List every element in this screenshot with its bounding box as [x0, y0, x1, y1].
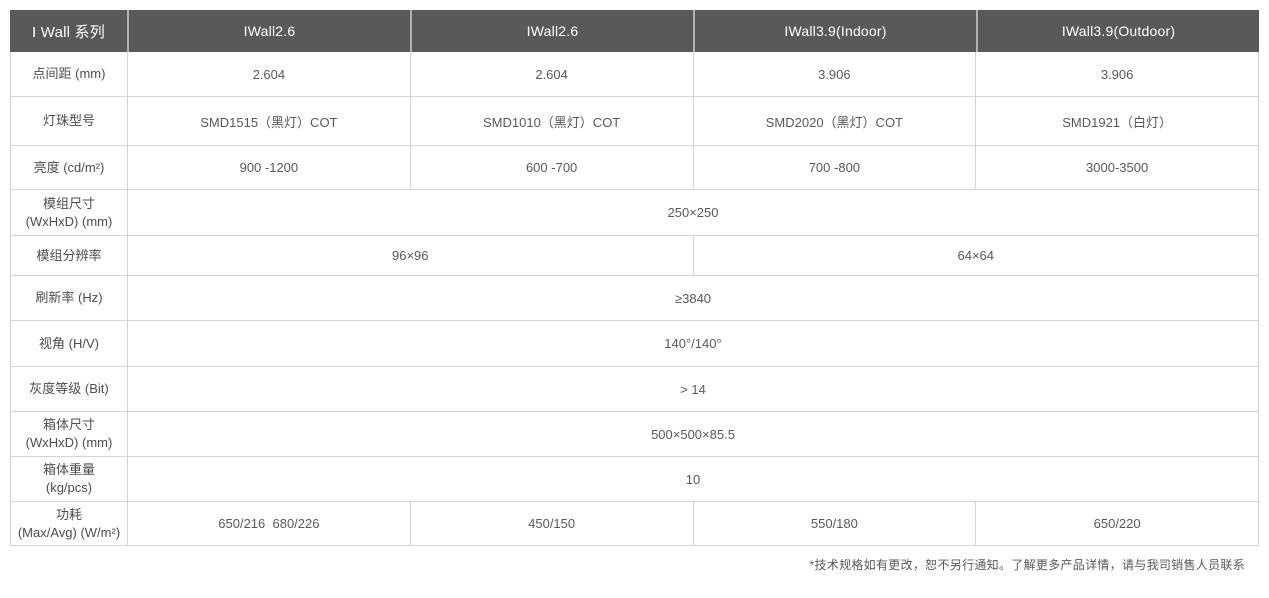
- row-label: 灯珠型号: [11, 97, 128, 145]
- spec-value: SMD1010（黑灯）COT: [411, 97, 694, 145]
- table-row-viewing-angle: 视角 (H/V) 140°/140°: [11, 321, 1258, 367]
- row-label: 模组分辨率: [11, 236, 128, 275]
- spec-value: SMD1921（白灯）: [1062, 114, 1173, 130]
- row-label: 功耗 (Max/Avg) (W/m²): [11, 502, 128, 545]
- column-header-iwall39-indoor: IWall3.9(Indoor): [695, 10, 976, 52]
- spec-table: I Wall 系列 IWall2.6 IWall2.6 IWall3.9(Ind…: [10, 10, 1259, 546]
- spec-value: 64×64: [957, 248, 994, 263]
- spec-value: 650/216 680/226: [128, 502, 411, 545]
- spec-value: 96×96: [128, 236, 694, 275]
- column-header-iwall26-a: IWall2.6: [129, 10, 410, 52]
- table-row-cabinet-weight: 箱体重量 (kg/pcs) 10: [11, 457, 1258, 502]
- row-label: 亮度 (cd/m²): [11, 146, 128, 189]
- row-label: 箱体重量 (kg/pcs): [11, 457, 128, 501]
- series-title-cell: I Wall 系列: [10, 10, 127, 52]
- spec-value: 250×250: [667, 205, 719, 220]
- column-header-iwall39-outdoor: IWall3.9(Outdoor): [978, 10, 1259, 52]
- spec-value: 500×500×85.5: [651, 426, 735, 442]
- spec-value: 3.906: [694, 52, 977, 96]
- row-label: 刷新率 (Hz): [11, 276, 128, 320]
- spec-value: 3.906: [1100, 66, 1134, 82]
- table-row-module-resolution: 模组分辨率 96×96 64×64: [11, 236, 1258, 276]
- spec-value: 700 -800: [694, 146, 977, 189]
- table-row-led-type: 灯珠型号 SMD1515（黑灯）COT SMD1010（黑灯）COT SMD20…: [11, 97, 1258, 146]
- table-row-grayscale: 灰度等级 (Bit) > 14: [11, 367, 1258, 412]
- row-label: 模组尺寸 (WxHxD) (mm): [11, 190, 128, 235]
- spec-value: 2.604: [411, 52, 694, 96]
- row-label: 灰度等级 (Bit): [11, 367, 128, 411]
- spec-value: 550/180: [694, 502, 977, 545]
- spec-value: ≥3840: [674, 290, 712, 306]
- column-header-iwall26-b: IWall2.6: [412, 10, 693, 52]
- spec-value: 450/150: [411, 502, 694, 545]
- spec-table-body: 点间距 (mm) 2.604 2.604 3.906 3.906 灯珠型号 SM…: [10, 52, 1259, 546]
- spec-value: 10: [685, 471, 701, 487]
- row-label: 视角 (H/V): [11, 321, 128, 366]
- spec-value: 140°/140°: [664, 336, 722, 351]
- spec-value: > 14: [680, 381, 706, 397]
- spec-value: 3000-3500: [1086, 160, 1149, 175]
- table-row-brightness: 亮度 (cd/m²) 900 -1200 600 -700 700 -800 3…: [11, 146, 1258, 190]
- table-row-pixel-pitch: 点间距 (mm) 2.604 2.604 3.906 3.906: [11, 52, 1258, 97]
- table-row-cabinet-size: 箱体尺寸 (WxHxD) (mm) 500×500×85.5: [11, 412, 1258, 457]
- table-row-power-consumption: 功耗 (Max/Avg) (W/m²) 650/216 680/226 450/…: [11, 502, 1258, 546]
- spec-table-header-row: I Wall 系列 IWall2.6 IWall2.6 IWall3.9(Ind…: [10, 10, 1259, 52]
- table-row-refresh-rate: 刷新率 (Hz) ≥3840: [11, 276, 1258, 321]
- spec-value: 600 -700: [411, 146, 694, 189]
- spec-value: SMD1515（黑灯）COT: [128, 97, 411, 145]
- row-label: 箱体尺寸 (WxHxD) (mm): [11, 412, 128, 456]
- table-row-module-size: 模组尺寸 (WxHxD) (mm) 250×250: [11, 190, 1258, 236]
- spec-value: 900 -1200: [128, 146, 411, 189]
- row-label: 点间距 (mm): [11, 52, 128, 96]
- disclaimer-footnote: *技术规格如有更改，恕不另行通知。了解更多产品详情，请与我司销售人员联系: [809, 558, 1245, 572]
- spec-value: SMD2020（黑灯）COT: [694, 97, 977, 145]
- spec-value: 2.604: [128, 52, 411, 96]
- spec-value: 650/220: [1093, 516, 1141, 531]
